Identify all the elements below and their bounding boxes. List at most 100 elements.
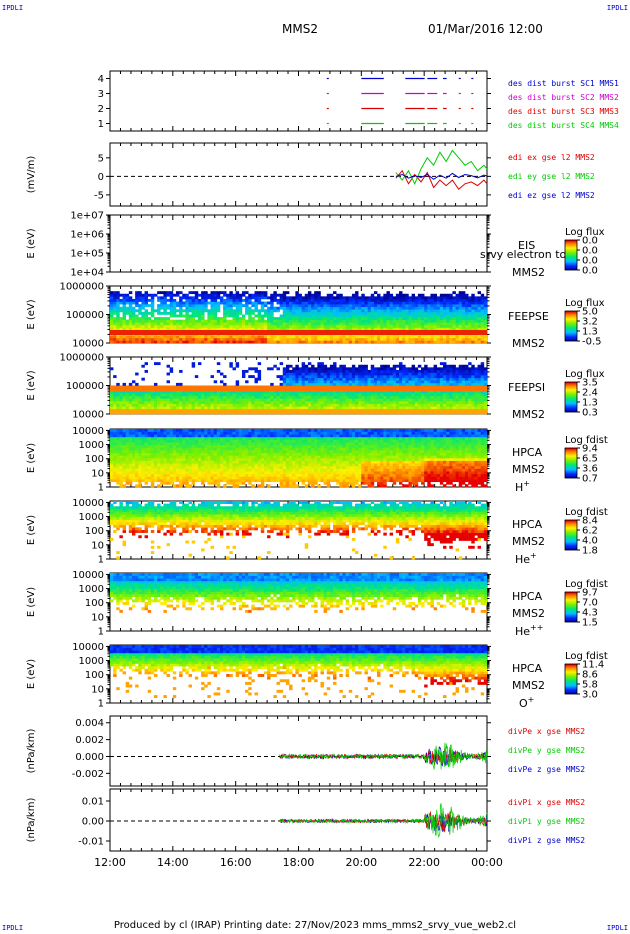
spectrogram-cell xyxy=(122,408,127,412)
spectrogram-cell xyxy=(301,362,306,366)
spectrogram-cell xyxy=(276,406,280,410)
spectrogram-cell xyxy=(480,408,485,412)
spectrogram-cell xyxy=(175,395,180,399)
spectrogram-cell xyxy=(345,408,350,412)
spectrogram-cell xyxy=(210,319,214,323)
spectrogram-cell xyxy=(364,406,368,410)
spectrogram-cell xyxy=(122,436,127,440)
spectrogram-cell xyxy=(455,398,460,402)
y-tick-label: 1e+04 xyxy=(70,268,104,279)
spectrogram-cell xyxy=(342,340,346,344)
datetime-title: 01/Mar/2016 12:00 xyxy=(428,22,543,36)
spectrogram-cell xyxy=(439,411,444,415)
spectrogram-cell xyxy=(226,293,230,297)
spectrogram-cell xyxy=(421,408,425,412)
spectrogram-cell xyxy=(405,327,409,331)
spectrogram-cell xyxy=(276,403,280,407)
spectrogram-cell xyxy=(414,377,419,381)
spectrogram-cell xyxy=(113,298,117,302)
spectrogram-cell xyxy=(194,298,199,302)
spectrogram-cell xyxy=(373,314,378,318)
spectrogram-cell xyxy=(458,304,463,308)
spectrogram-cell xyxy=(355,375,359,379)
spectrogram-cell xyxy=(336,408,340,412)
spectrogram-cell xyxy=(295,367,299,371)
spectrogram-cell xyxy=(172,411,177,415)
spectrogram-cell xyxy=(131,327,136,331)
spectrogram-cell xyxy=(273,298,277,302)
spectrogram-cell xyxy=(383,337,387,341)
spectrogram-cell xyxy=(421,395,425,399)
spectrogram-cell xyxy=(153,337,158,341)
spectrogram-cell xyxy=(125,401,130,404)
spectrogram-cell xyxy=(339,364,343,368)
spectrogram-cell xyxy=(276,309,280,313)
spectrogram-cell xyxy=(386,337,390,341)
spectrogram-cell xyxy=(273,364,277,368)
spectrogram-cell xyxy=(311,335,315,339)
spectrogram-cell xyxy=(311,298,315,302)
spectrogram-cell xyxy=(417,298,422,302)
spectrogram-cell xyxy=(317,367,321,371)
spectrogram-cell xyxy=(399,340,403,344)
spectrogram-cell xyxy=(367,411,372,415)
spectrogram-cell xyxy=(373,398,378,402)
spectrogram-cell xyxy=(210,398,214,402)
spectrogram-cell xyxy=(358,382,362,386)
spectrogram-cell xyxy=(163,291,167,295)
spectrogram-cell xyxy=(405,401,409,404)
spectrogram-cell xyxy=(408,311,412,315)
spectrogram-cell xyxy=(427,403,431,407)
spectrogram-cell xyxy=(342,377,346,381)
colorbar-swatch xyxy=(565,248,577,250)
spectrogram-cell xyxy=(333,298,337,302)
y-tick-label: 1000000 xyxy=(59,353,104,364)
spectrogram-cell xyxy=(276,408,280,412)
spectrogram-cell xyxy=(323,296,328,300)
spectrogram-cell xyxy=(298,406,302,410)
spectrogram-cell xyxy=(113,436,117,440)
spectrogram-cell xyxy=(348,301,353,305)
spectrogram-cell xyxy=(474,301,478,305)
spectrogram-cell xyxy=(336,311,340,315)
spectrogram-cell xyxy=(188,296,192,300)
corner-mark: IPDLI xyxy=(2,4,24,12)
spectrogram-cell xyxy=(389,393,394,397)
spectrogram-cell xyxy=(471,401,475,404)
spectrogram-cell xyxy=(229,406,233,410)
spectrogram-cell xyxy=(449,372,453,376)
spectrogram-cell xyxy=(449,395,453,399)
spectrogram-cell xyxy=(304,324,309,328)
spectrogram-cell xyxy=(386,382,390,386)
spectrogram-cell xyxy=(380,403,384,407)
spectrogram-cell xyxy=(210,317,214,320)
spectrogram-cell xyxy=(194,403,199,407)
spectrogram-cell xyxy=(370,372,375,376)
spectrogram-cell xyxy=(395,375,400,379)
spectrogram-cell xyxy=(263,337,268,341)
spectrogram-cell xyxy=(351,406,356,410)
spectrogram-cell xyxy=(122,434,127,438)
spectrogram-cell xyxy=(367,309,372,313)
spectrogram-cell xyxy=(279,304,284,308)
spectrogram-cell xyxy=(452,382,456,386)
spectrogram-cell xyxy=(443,364,447,368)
spectrogram-cell xyxy=(219,291,224,295)
spectrogram-cell xyxy=(241,408,246,412)
spectrogram-cell xyxy=(232,301,236,305)
spectrogram-cell xyxy=(295,372,299,376)
spectrogram-cell xyxy=(480,298,485,302)
spectrogram-cell xyxy=(175,390,180,394)
spectrogram-cell xyxy=(270,311,274,315)
spectrogram-cell xyxy=(370,382,375,386)
spectrogram-cell xyxy=(113,293,117,297)
spectrogram-cell xyxy=(223,408,227,412)
spectrogram-cell xyxy=(461,322,466,326)
spectrogram-cell xyxy=(358,390,362,394)
spectrogram-cell xyxy=(191,319,196,323)
spectrogram-cell xyxy=(131,322,136,326)
spectrogram-cell xyxy=(285,335,290,339)
spectrogram-cell xyxy=(223,337,227,341)
spectrogram-cell xyxy=(138,393,142,397)
spectrogram-cell xyxy=(229,401,233,404)
